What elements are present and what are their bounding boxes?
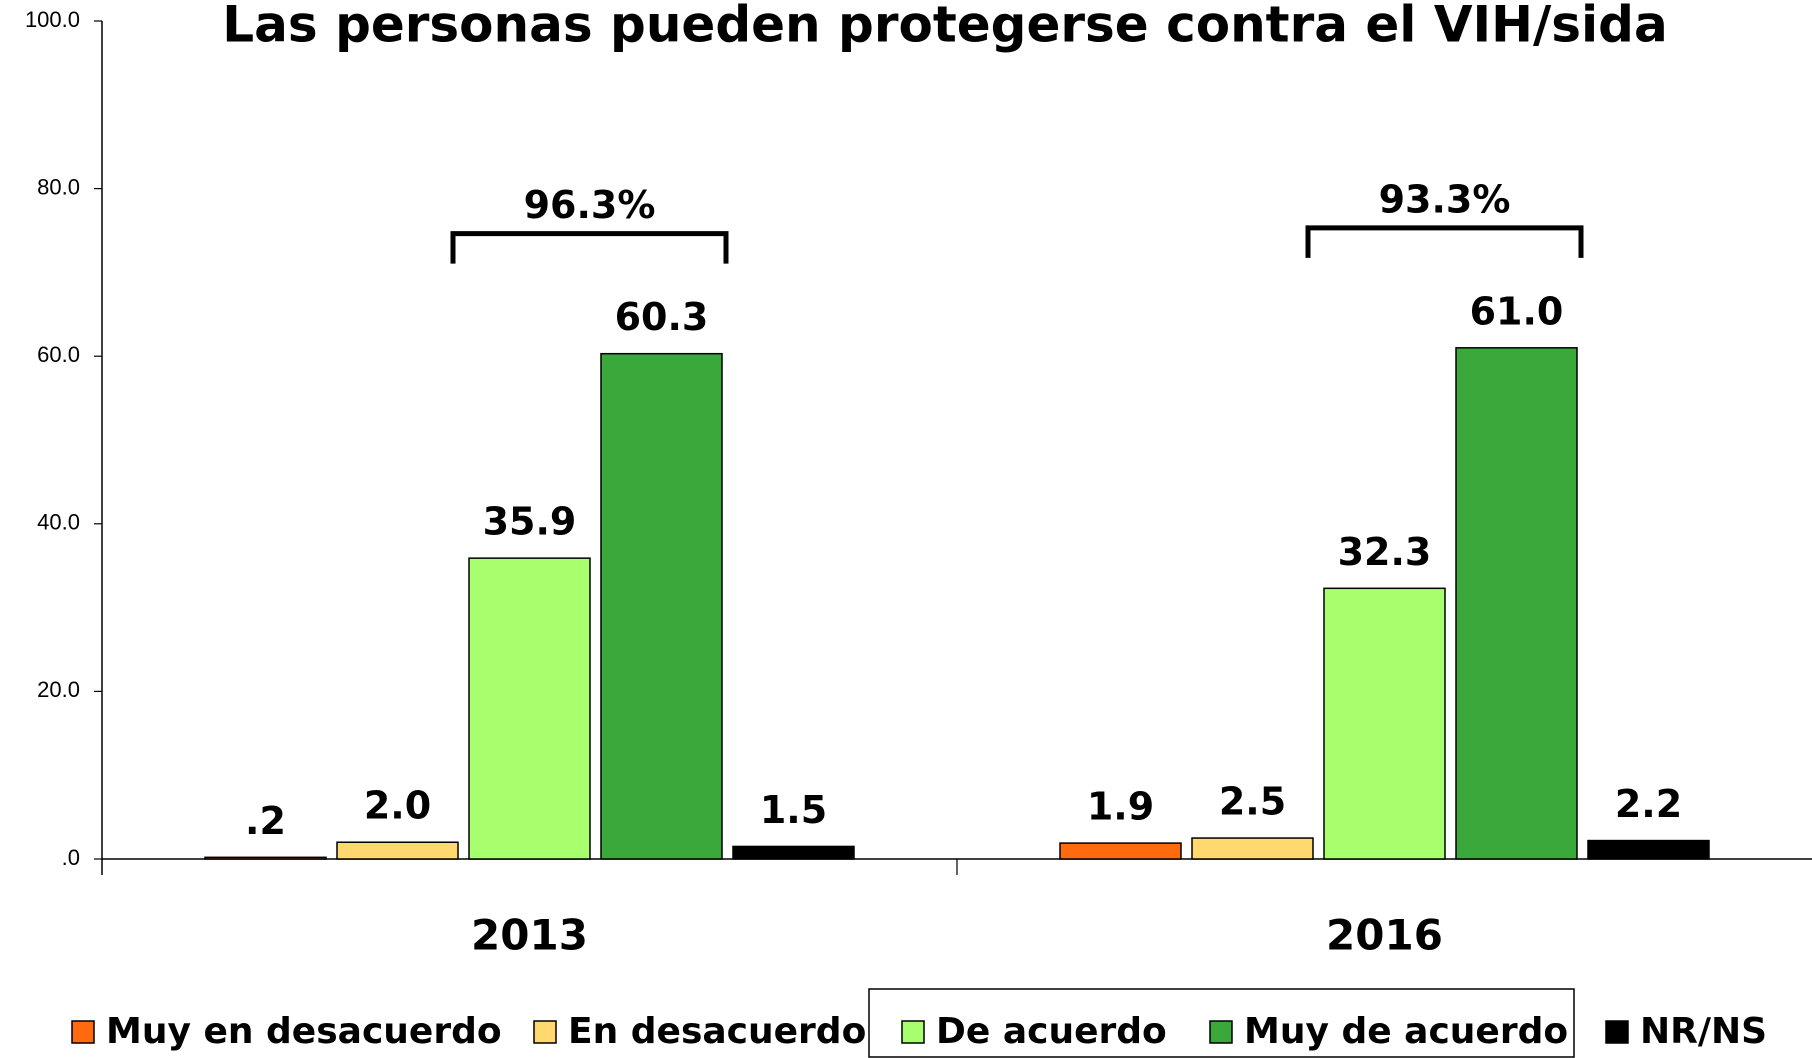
value-label: 2.2 <box>1615 782 1682 826</box>
bar <box>600 352 723 860</box>
y-tick-label: 80.0 <box>37 174 80 199</box>
value-label: 2.5 <box>1219 780 1286 824</box>
bar <box>1455 347 1578 860</box>
legend-label: De acuerdo <box>936 1011 1167 1052</box>
value-label: 35.9 <box>483 500 577 544</box>
bracket <box>1305 225 1584 258</box>
legend-label: En desacuerdo <box>568 1011 866 1052</box>
legend-swatch <box>1209 1020 1233 1044</box>
value-label: 61.0 <box>1470 289 1564 333</box>
legend-swatch <box>71 1020 95 1044</box>
legend-label: Muy de acuerdo <box>1244 1011 1568 1052</box>
value-label: .2 <box>245 799 286 843</box>
legend-swatch <box>533 1020 557 1044</box>
bar <box>468 557 591 860</box>
legend-label: Muy en desacuerdo <box>106 1011 502 1052</box>
bar <box>336 841 459 860</box>
x-tick-label: 2013 <box>471 911 588 960</box>
x-tick-label: 2016 <box>1326 911 1443 960</box>
y-tick-label: 60.0 <box>37 342 80 367</box>
bar <box>204 856 327 860</box>
bar <box>1587 839 1710 860</box>
chart-title: Las personas pueden protegerse contra el… <box>222 0 1667 54</box>
bar <box>732 845 855 860</box>
value-label: 32.3 <box>1338 530 1432 574</box>
annotation: 93.3% <box>1379 177 1511 221</box>
annotation: 96.3% <box>524 183 656 227</box>
value-label: 60.3 <box>615 295 709 339</box>
value-label: 1.9 <box>1087 785 1154 829</box>
y-tick-label: 100.0 <box>25 7 80 32</box>
legend-highlight-box <box>868 988 1575 1058</box>
bar <box>1059 842 1182 860</box>
value-label: 2.0 <box>364 784 431 828</box>
y-tick-label: 40.0 <box>37 510 80 535</box>
legend-label: NR/NS <box>1640 1011 1767 1052</box>
bracket <box>450 231 729 264</box>
y-tick-label: .0 <box>62 845 80 870</box>
legend-swatch <box>1605 1020 1629 1044</box>
bar <box>1323 587 1446 860</box>
bar <box>1191 837 1314 860</box>
value-label: 1.5 <box>760 788 827 832</box>
y-tick-label: 20.0 <box>37 677 80 702</box>
legend-swatch <box>901 1020 925 1044</box>
